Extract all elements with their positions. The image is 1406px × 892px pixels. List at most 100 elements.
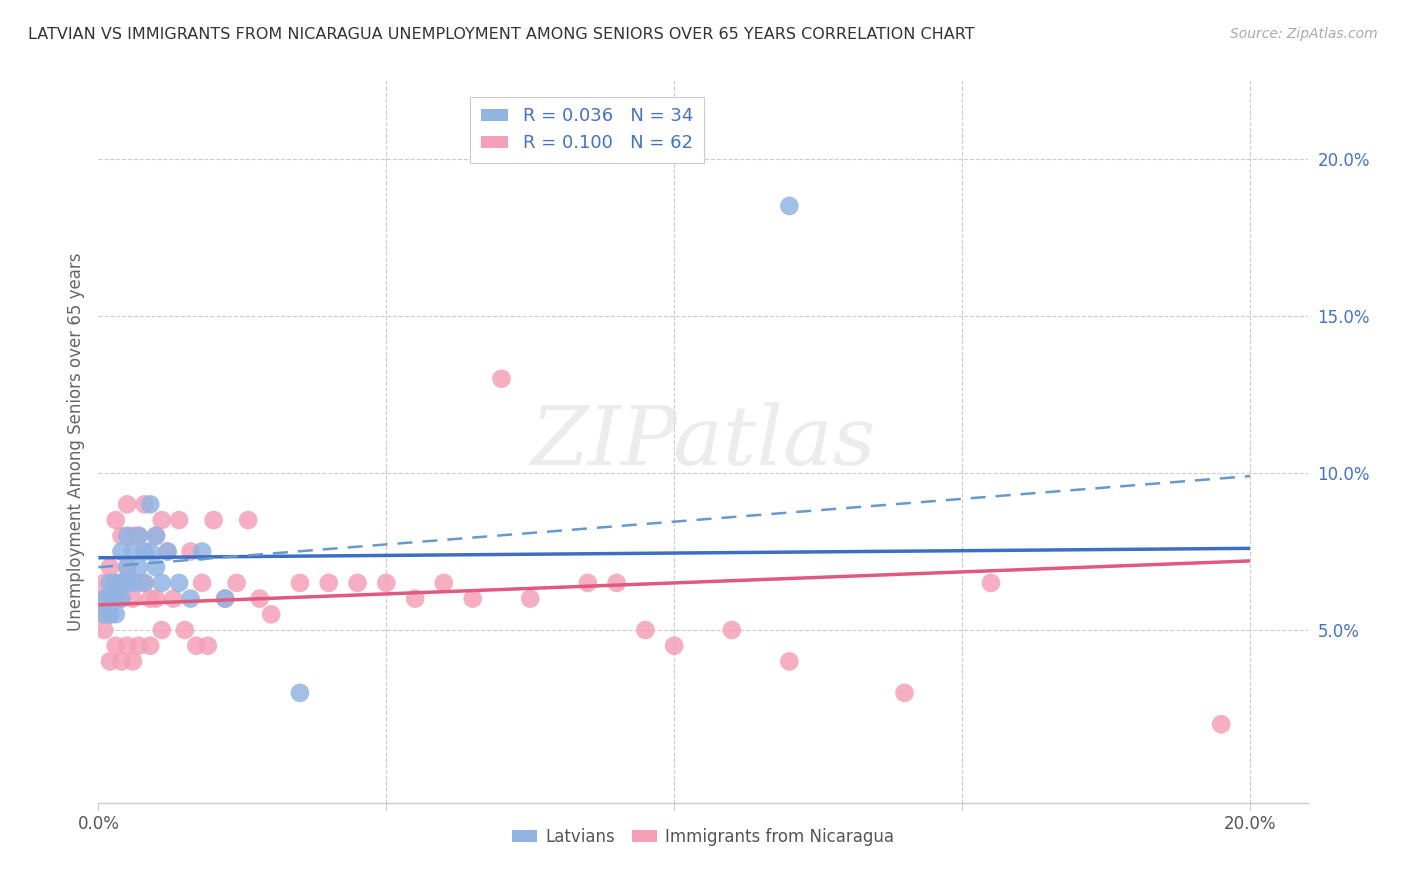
Text: Source: ZipAtlas.com: Source: ZipAtlas.com: [1230, 27, 1378, 41]
Point: [115, 560, 138, 574]
Point: [664, 639, 686, 653]
Point: [778, 199, 800, 213]
Point: [98, 607, 121, 622]
Point: [110, 575, 132, 590]
Point: [110, 655, 132, 669]
Legend: Latvians, Immigrants from Nicaragua: Latvians, Immigrants from Nicaragua: [505, 821, 901, 852]
Point: [110, 529, 132, 543]
Point: [214, 591, 236, 606]
Point: [375, 575, 398, 590]
Point: [139, 639, 162, 653]
Point: [122, 591, 145, 606]
Point: [1211, 717, 1233, 731]
Point: [139, 497, 162, 511]
Point: [139, 591, 162, 606]
Point: [461, 591, 484, 606]
Point: [115, 529, 138, 543]
Point: [115, 497, 138, 511]
Point: [134, 575, 156, 590]
Point: [93, 591, 115, 606]
Point: [180, 544, 202, 558]
Point: [93, 591, 115, 606]
Point: [134, 575, 156, 590]
Point: [104, 591, 127, 606]
Point: [145, 560, 167, 574]
Point: [720, 623, 742, 637]
Point: [433, 575, 456, 590]
Point: [128, 529, 150, 543]
Point: [145, 529, 167, 543]
Point: [606, 575, 628, 590]
Point: [288, 575, 311, 590]
Point: [104, 639, 127, 653]
Point: [110, 575, 132, 590]
Point: [191, 575, 214, 590]
Point: [980, 575, 1002, 590]
Point: [139, 544, 162, 558]
Text: ZIPatlas: ZIPatlas: [530, 401, 876, 482]
Point: [93, 623, 115, 637]
Point: [173, 623, 195, 637]
Point: [98, 655, 121, 669]
Point: [134, 544, 156, 558]
Point: [318, 575, 340, 590]
Point: [145, 529, 167, 543]
Point: [260, 607, 283, 622]
Point: [98, 560, 121, 574]
Text: LATVIAN VS IMMIGRANTS FROM NICARAGUA UNEMPLOYMENT AMONG SENIORS OVER 65 YEARS CO: LATVIAN VS IMMIGRANTS FROM NICARAGUA UNE…: [28, 27, 974, 42]
Point: [404, 591, 426, 606]
Y-axis label: Unemployment Among Seniors over 65 years: Unemployment Among Seniors over 65 years: [66, 252, 84, 631]
Point: [110, 591, 132, 606]
Point: [197, 639, 219, 653]
Point: [128, 639, 150, 653]
Point: [93, 575, 115, 590]
Point: [128, 575, 150, 590]
Point: [110, 591, 132, 606]
Point: [122, 575, 145, 590]
Point: [150, 575, 173, 590]
Point: [180, 591, 202, 606]
Point: [167, 513, 190, 527]
Point: [98, 591, 121, 606]
Point: [519, 591, 541, 606]
Point: [93, 607, 115, 622]
Point: [778, 655, 800, 669]
Point: [115, 560, 138, 574]
Point: [115, 575, 138, 590]
Point: [186, 639, 208, 653]
Point: [128, 560, 150, 574]
Point: [104, 513, 127, 527]
Point: [98, 607, 121, 622]
Point: [576, 575, 599, 590]
Point: [150, 623, 173, 637]
Point: [249, 591, 271, 606]
Point: [150, 513, 173, 527]
Point: [893, 686, 915, 700]
Point: [122, 544, 145, 558]
Point: [104, 607, 127, 622]
Point: [288, 686, 311, 700]
Point: [104, 575, 127, 590]
Point: [214, 591, 236, 606]
Point: [162, 591, 184, 606]
Point: [156, 544, 179, 558]
Point: [115, 639, 138, 653]
Point: [346, 575, 368, 590]
Point: [236, 513, 259, 527]
Point: [491, 372, 513, 386]
Point: [145, 591, 167, 606]
Point: [167, 575, 190, 590]
Point: [98, 591, 121, 606]
Point: [93, 607, 115, 622]
Point: [122, 529, 145, 543]
Point: [128, 529, 150, 543]
Point: [156, 544, 179, 558]
Point: [634, 623, 657, 637]
Point: [191, 544, 214, 558]
Point: [98, 575, 121, 590]
Point: [134, 497, 156, 511]
Point: [110, 544, 132, 558]
Point: [122, 655, 145, 669]
Point: [202, 513, 225, 527]
Point: [104, 575, 127, 590]
